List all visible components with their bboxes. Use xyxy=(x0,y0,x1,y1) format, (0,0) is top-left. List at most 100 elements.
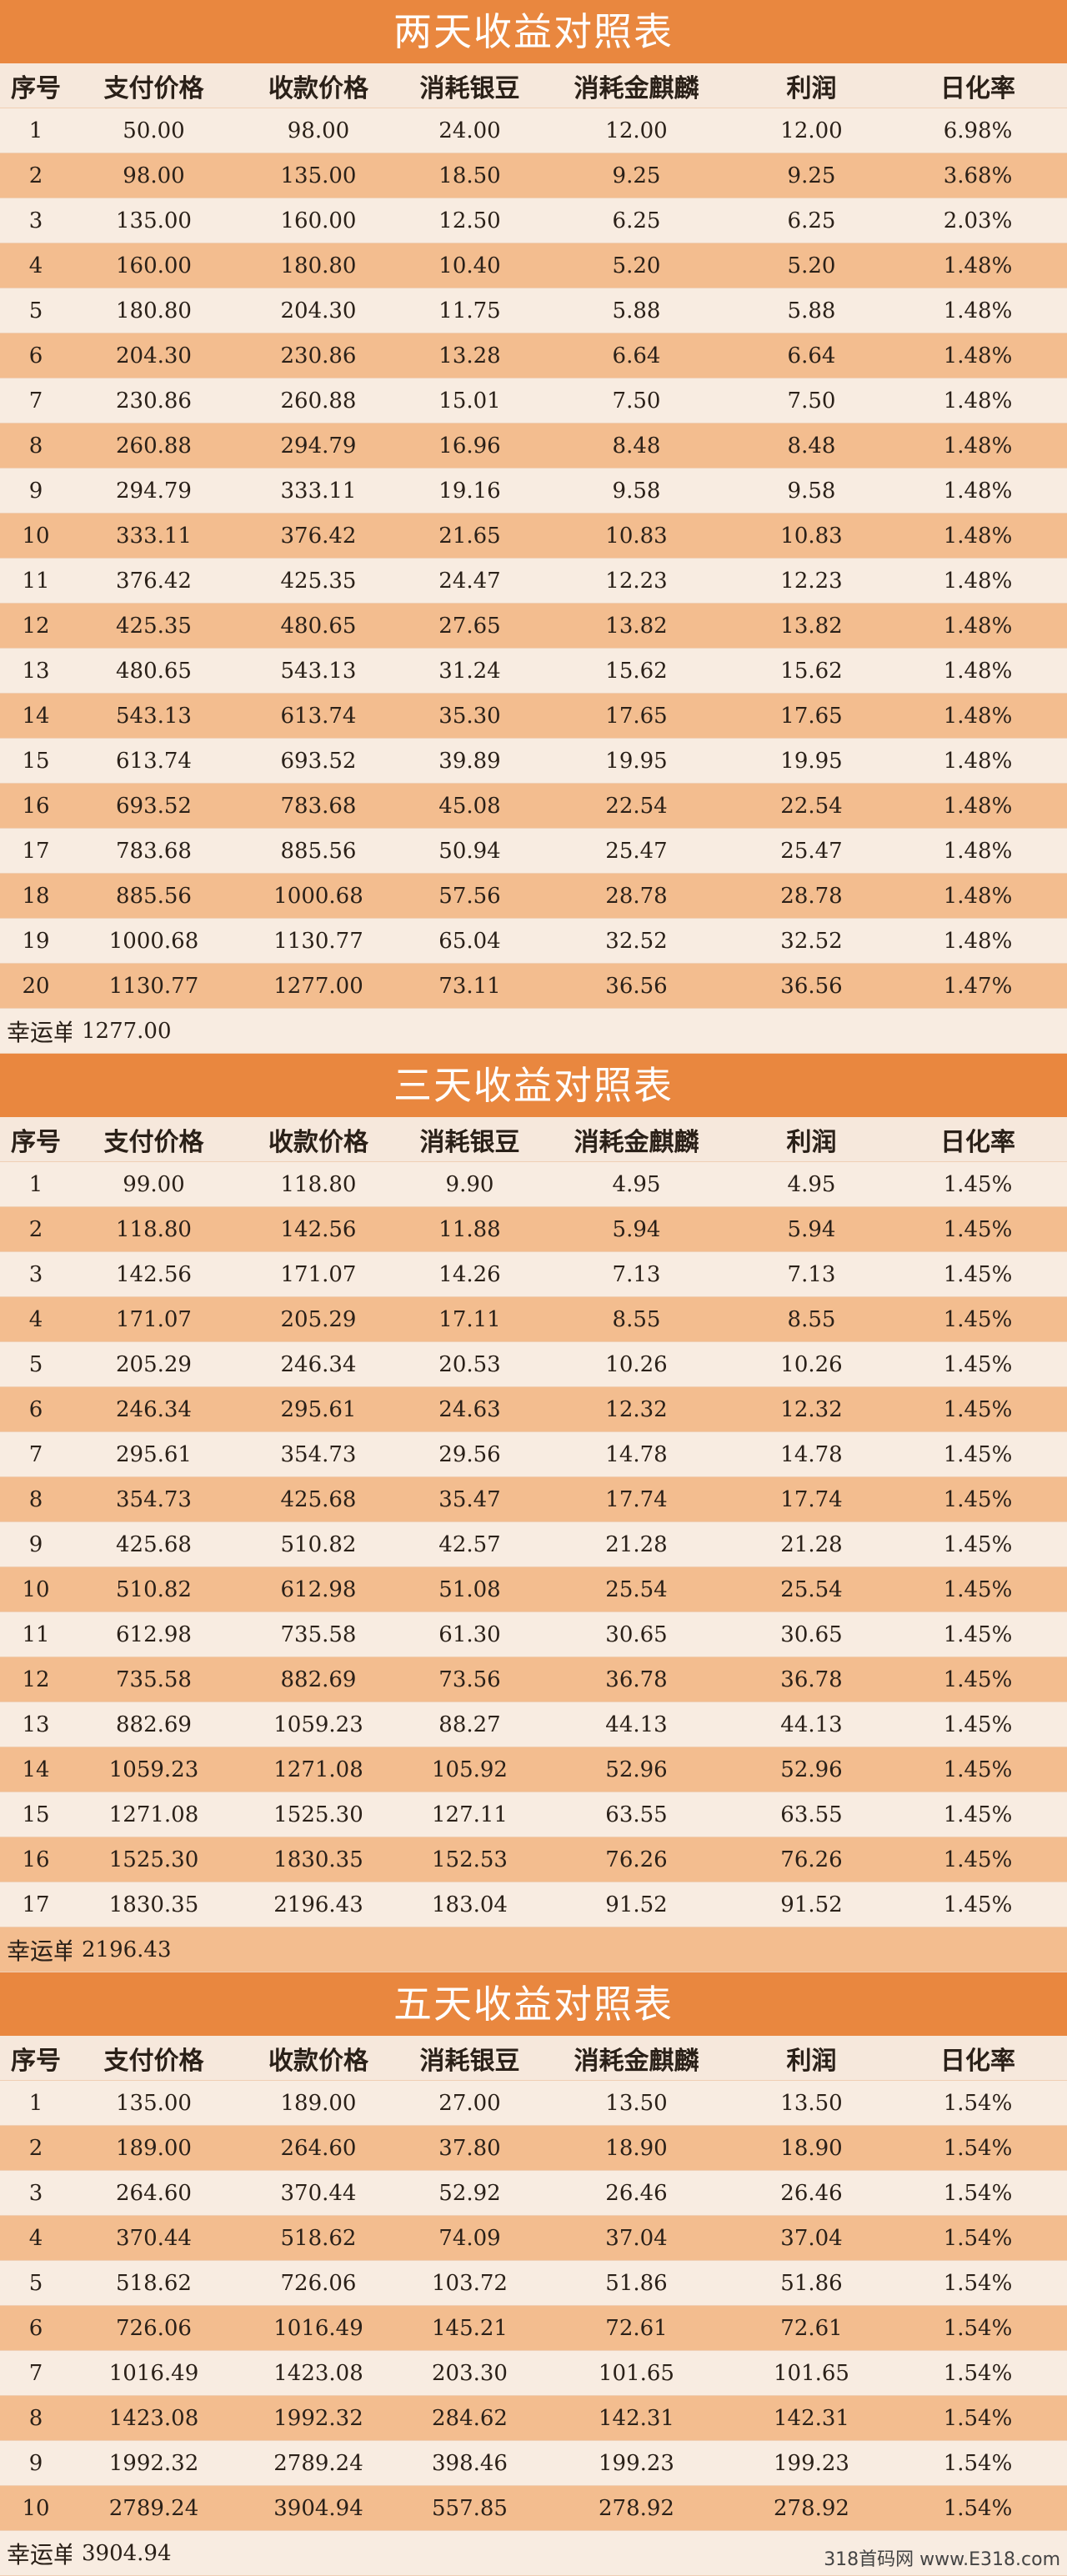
table-cell: 127.11 xyxy=(401,1792,539,1837)
table-cell: 8.48 xyxy=(734,423,889,469)
lucky-order-value: 3904.94 xyxy=(72,2530,236,2576)
table-cell: 205.29 xyxy=(236,1296,401,1342)
table-cell: 1000.68 xyxy=(236,873,401,919)
table-cell: 13.82 xyxy=(539,603,734,649)
column-header: 利润 xyxy=(734,2036,889,2081)
table-row: 12 425.35 480.65 27.65 13.82 13.82 1.48% xyxy=(0,603,1067,649)
table-cell: 36.78 xyxy=(734,1656,889,1702)
table-cell: 12.32 xyxy=(734,1386,889,1432)
table-cell: 30.65 xyxy=(539,1611,734,1657)
column-header: 利润 xyxy=(734,1117,889,1162)
table-cell: 543.13 xyxy=(72,693,236,739)
table-cell: 1016.49 xyxy=(72,2350,236,2396)
table-cell: 1525.30 xyxy=(236,1792,401,1837)
table-cell: 15 xyxy=(0,1792,72,1837)
table-cell: 10.40 xyxy=(401,243,539,288)
table-cell: 6.64 xyxy=(734,333,889,378)
table-cell: 14.26 xyxy=(401,1251,539,1297)
table-cell: 17.65 xyxy=(734,693,889,739)
table-cell: 12.50 xyxy=(401,198,539,243)
table-cell: 21.28 xyxy=(539,1521,734,1567)
table-cell: 5.94 xyxy=(734,1206,889,1252)
table-row: 14 543.13 613.74 35.30 17.65 17.65 1.48% xyxy=(0,693,1067,739)
table-cell: 42.57 xyxy=(401,1521,539,1567)
table-cell: 7 xyxy=(0,1431,72,1477)
table-cell: 9.58 xyxy=(539,468,734,514)
table-cell: 8.55 xyxy=(539,1296,734,1342)
table-cell: 1277.00 xyxy=(236,963,401,1009)
table-cell: 1.54% xyxy=(889,2080,1067,2126)
table-cell: 1.54% xyxy=(889,2395,1067,2441)
lucky-order-row: 幸运单 1277.00 xyxy=(0,1008,1067,1054)
table-cell: 13 xyxy=(0,1701,72,1747)
table-row: 12 735.58 882.69 73.56 36.78 36.78 1.45% xyxy=(0,1656,1067,1702)
table-cell: 18.90 xyxy=(539,2125,734,2171)
table-cell: 333.11 xyxy=(72,513,236,559)
column-header: 序号 xyxy=(0,1117,72,1162)
table-cell: 295.61 xyxy=(72,1431,236,1477)
table-cell: 1.45% xyxy=(889,1251,1067,1297)
table-cell: 3.68% xyxy=(889,153,1067,198)
table-cell: 1.54% xyxy=(889,2215,1067,2261)
table-cell: 1.48% xyxy=(889,378,1067,423)
table-row: 4 160.00 180.80 10.40 5.20 5.20 1.48% xyxy=(0,243,1067,288)
table-cell: 557.85 xyxy=(401,2485,539,2531)
table-cell: 35.47 xyxy=(401,1476,539,1522)
table-row: 6 204.30 230.86 13.28 6.64 6.64 1.48% xyxy=(0,333,1067,378)
table-cell: 118.80 xyxy=(72,1206,236,1252)
column-header: 消耗金麒麟 xyxy=(539,63,734,108)
table-cell: 44.13 xyxy=(539,1701,734,1747)
income-table: 序号 支付价格 收款价格 消耗银豆 消耗金麒麟 利润 日化率 1 99.00 118.80 9.90… xyxy=(0,1117,1067,1972)
table-cell: 4 xyxy=(0,2215,72,2261)
table-cell: 9.90 xyxy=(401,1161,539,1207)
empty-cell xyxy=(236,1927,1067,1972)
table-cell: 3 xyxy=(0,198,72,243)
table-cell: 24.00 xyxy=(401,108,539,153)
table-cell: 5.88 xyxy=(539,288,734,333)
table-cell: 20.53 xyxy=(401,1341,539,1387)
column-header: 支付价格 xyxy=(72,1117,236,1162)
watermark: 318首码网 www.E318.com xyxy=(824,2549,1060,2570)
table-cell: 13.28 xyxy=(401,333,539,378)
column-header: 消耗银豆 xyxy=(401,2036,539,2081)
table-cell: 204.30 xyxy=(236,288,401,333)
table-cell: 7 xyxy=(0,378,72,423)
table-cell: 12.23 xyxy=(539,558,734,604)
table-cell: 425.35 xyxy=(72,603,236,649)
table-cell: 1.48% xyxy=(889,828,1067,874)
table-cell: 4 xyxy=(0,1296,72,1342)
table-row: 1 99.00 118.80 9.90 4.95 4.95 1.45% xyxy=(0,1161,1067,1207)
column-header: 消耗金麒麟 xyxy=(539,1117,734,1162)
lucky-order-label: 幸运单 xyxy=(0,1927,72,1972)
table-cell: 354.73 xyxy=(236,1431,401,1477)
table-cell: 103.72 xyxy=(401,2260,539,2306)
table-cell: 21.65 xyxy=(401,513,539,559)
table-cell: 5.20 xyxy=(734,243,889,288)
table-cell: 480.65 xyxy=(72,648,236,694)
table-cell: 15.62 xyxy=(734,648,889,694)
column-header: 日化率 xyxy=(889,63,1067,108)
table-cell: 160.00 xyxy=(236,198,401,243)
table-cell: 101.65 xyxy=(734,2350,889,2396)
table-cell: 28.78 xyxy=(734,873,889,919)
table-row: 19 1000.68 1130.77 65.04 32.52 32.52 1.48% xyxy=(0,918,1067,964)
table-cell: 735.58 xyxy=(72,1656,236,1702)
table-cell: 27.00 xyxy=(401,2080,539,2126)
column-header: 消耗银豆 xyxy=(401,63,539,108)
table-cell: 88.27 xyxy=(401,1701,539,1747)
table-cell: 1.45% xyxy=(889,1386,1067,1432)
table-cell: 246.34 xyxy=(72,1386,236,1432)
table-cell: 1 xyxy=(0,2080,72,2126)
table-row: 9 294.79 333.11 19.16 9.58 9.58 1.48% xyxy=(0,468,1067,514)
table-cell: 783.68 xyxy=(236,783,401,829)
table-cell: 6.64 xyxy=(539,333,734,378)
income-table-section: 五天收益对照表 序号 支付价格 收款价格 消耗银豆 消耗金麒麟 利润 日化率 1 135.00 18… xyxy=(0,1972,1067,2576)
table-cell: 25.47 xyxy=(539,828,734,874)
table-row: 6 726.06 1016.49 145.21 72.61 72.61 1.54% xyxy=(0,2305,1067,2351)
table-cell: 10.83 xyxy=(539,513,734,559)
table-row: 10 510.82 612.98 51.08 25.54 25.54 1.45% xyxy=(0,1566,1067,1612)
table-cell: 145.21 xyxy=(401,2305,539,2351)
table-cell: 9.25 xyxy=(734,153,889,198)
table-cell: 17 xyxy=(0,828,72,874)
table-cell: 370.44 xyxy=(72,2215,236,2261)
